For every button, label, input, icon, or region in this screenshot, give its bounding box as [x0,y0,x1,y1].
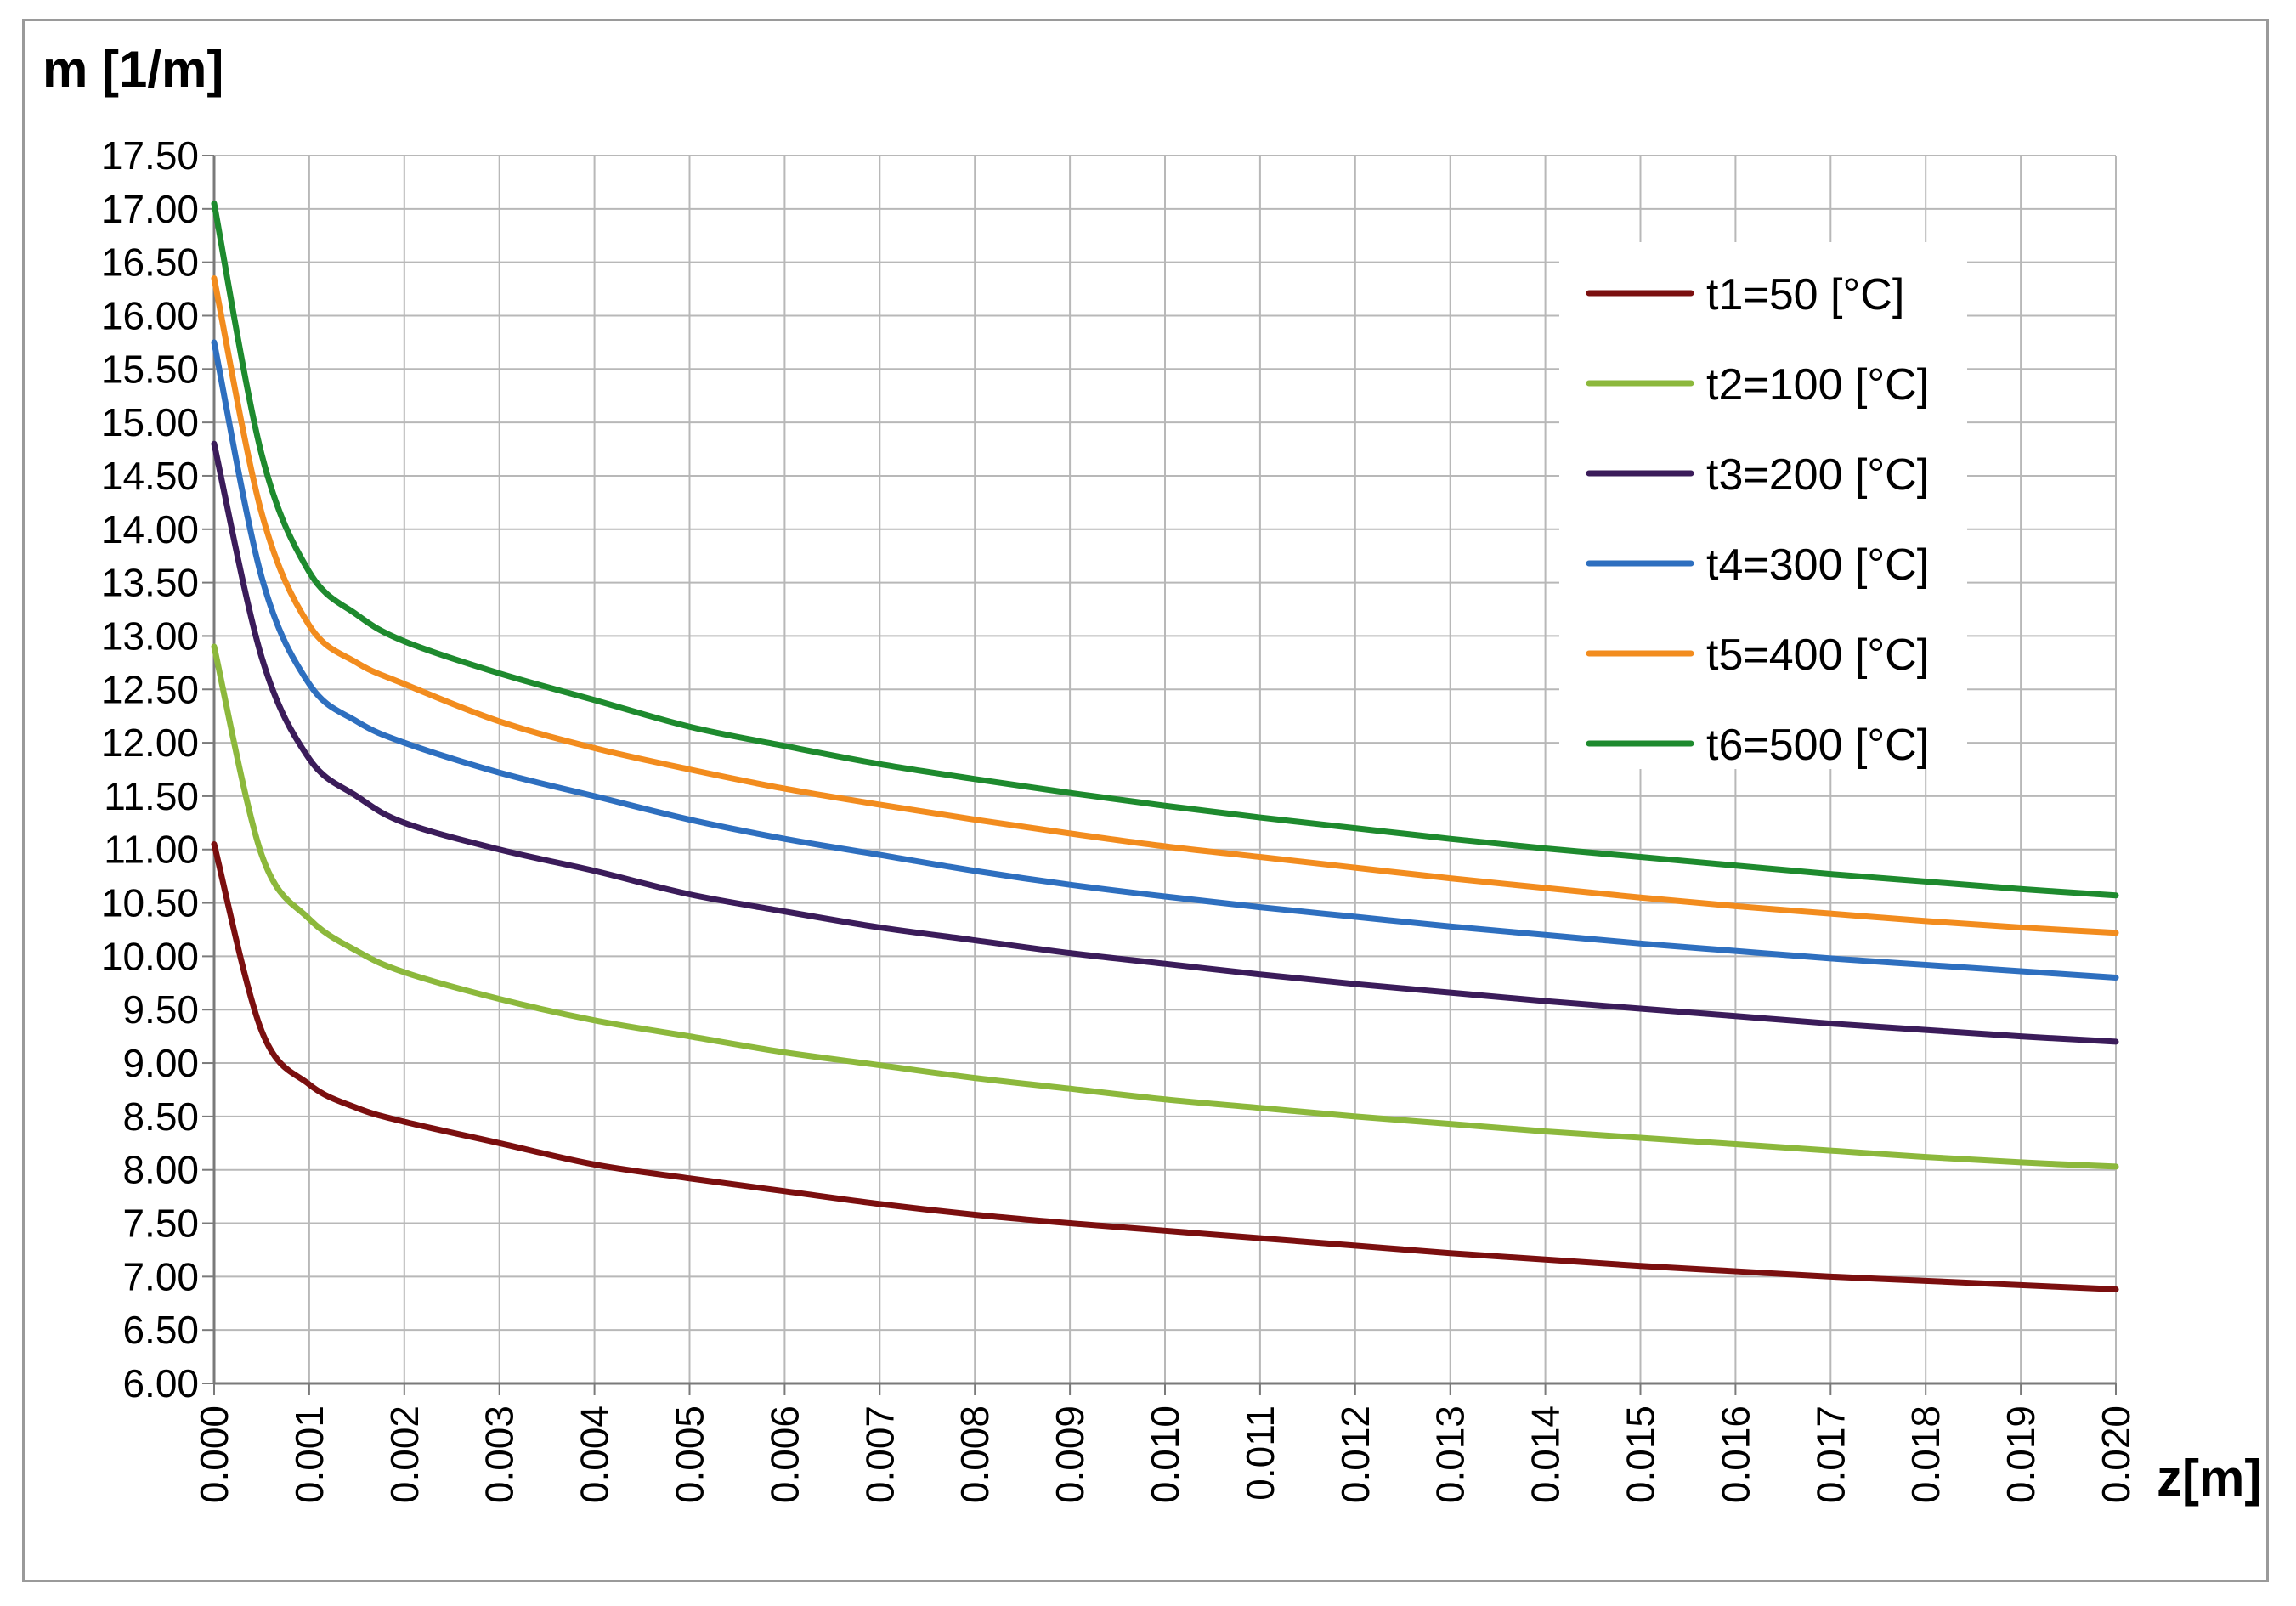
y-axis-ticks: 6.00 6.50 7.00 7.50 8.00 8.50 9.00 9.50 10.00 10.… [101,133,214,1405]
y-axis-title: m [1/m] [42,41,223,98]
y-tick-label: 8.00 [122,1148,199,1192]
y-tick-label: 14.00 [101,507,199,551]
y-tick-label: 17.50 [101,133,199,178]
x-tick-label: 0.012 [1333,1405,1377,1503]
x-tick-label: 0.020 [2094,1405,2138,1503]
legend-background [1559,242,1967,769]
y-tick-label: 10.50 [101,881,199,925]
series-lines [211,201,2119,1292]
legend-label-2: t2=100 [°C] [1706,360,1929,410]
y-tick-label: 6.00 [122,1361,199,1405]
legend: t1=50 [°C] t2=100 [°C] t3=200 [°C] t4=300 [… [1559,242,1967,770]
x-tick-label: 0.002 [382,1405,427,1503]
x-tick-label: 0.010 [1143,1405,1187,1503]
y-tick-label: 14.50 [101,454,199,498]
legend-label-4: t4=300 [°C] [1706,540,1929,590]
y-tick-label: 11.00 [104,828,199,872]
y-tick-label: 15.00 [101,400,199,444]
x-tick-label: 0.019 [1999,1405,2043,1503]
x-tick-label: 0.001 [287,1405,331,1503]
x-tick-label: 0.016 [1713,1405,1757,1503]
y-tick-label: 16.00 [101,293,199,337]
legend-label-3: t3=200 [°C] [1706,450,1929,500]
x-tick-label: 0.006 [762,1405,806,1503]
y-tick-label: 12.00 [101,721,199,765]
x-tick-label: 0.009 [1048,1405,1092,1503]
x-tick-label: 0.004 [573,1405,617,1503]
grid-lines [212,155,2117,1385]
y-tick-label: 10.00 [101,934,199,978]
legend-label-5: t5=400 [°C] [1706,631,1929,680]
y-tick-label: 16.50 [101,240,199,285]
y-tick-label: 9.50 [122,987,199,1032]
x-tick-label: 0.008 [953,1405,997,1503]
x-tick-label: 0.011 [1238,1405,1282,1501]
y-tick-label: 17.00 [101,187,199,231]
x-tick-label: 0.015 [1619,1405,1663,1503]
y-tick-label: 7.50 [122,1202,199,1246]
y-tick-label: 6.50 [122,1308,199,1352]
x-tick-label: 0.005 [668,1405,712,1503]
series-line-4 [211,339,2119,981]
x-tick-label: 0.003 [478,1405,522,1503]
y-tick-label: 13.50 [101,561,199,605]
x-axis-title: z[m] [2157,1450,2261,1507]
legend-label-1: t1=50 [°C] [1706,270,1904,320]
y-tick-label: 8.50 [122,1094,199,1139]
legend-label-6: t6=500 [°C] [1706,721,1929,770]
x-tick-label: 0.000 [192,1405,236,1503]
x-tick-label: 0.014 [1524,1405,1568,1503]
series-line-1 [211,840,2119,1292]
x-tick-label: 0.013 [1428,1405,1473,1503]
x-axis-ticks: 0.000 0.001 0.002 0.003 0.004 0.005 0.006 0.007… [192,1383,2138,1503]
y-tick-label: 12.50 [101,667,199,711]
y-tick-label: 13.00 [101,614,199,658]
series-line-3 [211,440,2119,1045]
x-tick-label: 0.007 [857,1405,902,1503]
series-line-5 [211,275,2119,936]
y-tick-label: 9.00 [122,1041,199,1085]
series-line-6 [211,201,2119,899]
y-tick-label: 15.50 [101,347,199,391]
x-tick-label: 0.017 [1808,1405,1852,1503]
y-tick-label: 11.50 [104,774,199,818]
series-line-2 [211,643,2119,1170]
y-tick-label: 7.00 [122,1254,199,1298]
x-tick-label: 0.018 [1903,1405,1948,1503]
